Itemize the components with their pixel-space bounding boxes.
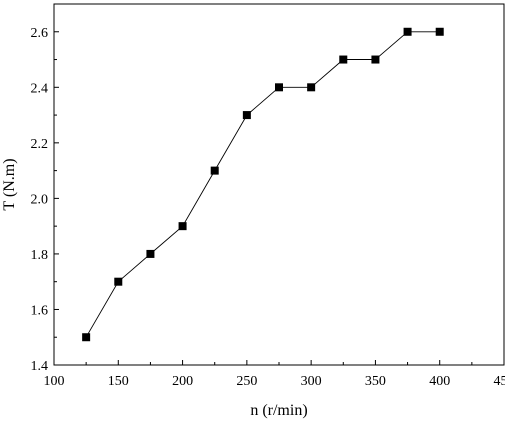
- data-point-marker: [211, 167, 219, 175]
- data-point-marker: [82, 333, 90, 341]
- series-line: [86, 32, 440, 337]
- y-tick-label: 1.8: [31, 248, 49, 263]
- x-tick-label: 350: [365, 374, 386, 389]
- data-point-marker: [243, 111, 251, 119]
- data-point-marker: [114, 278, 122, 286]
- y-axis-title: T (N.m): [1, 158, 18, 210]
- plot-frame: [54, 4, 504, 365]
- x-tick-label: 250: [236, 374, 257, 389]
- x-tick-label: 400: [429, 374, 450, 389]
- x-tick-label: 450: [494, 374, 505, 389]
- x-tick-label: 300: [301, 374, 322, 389]
- data-point-marker: [307, 83, 315, 91]
- series-markers: [82, 28, 444, 341]
- data-point-marker: [371, 56, 379, 64]
- data-point-marker: [146, 250, 154, 258]
- y-tick-label: 2.4: [31, 81, 49, 96]
- y-tick-label: 2.0: [31, 192, 49, 207]
- y-tick-label: 1.4: [31, 359, 49, 374]
- x-tick-label: 150: [108, 374, 129, 389]
- data-point-marker: [179, 222, 187, 230]
- data-point-marker: [339, 56, 347, 64]
- data-point-marker: [436, 28, 444, 36]
- data-point-marker: [275, 83, 283, 91]
- y-tick-label: 2.2: [31, 137, 49, 152]
- data-point-marker: [404, 28, 412, 36]
- x-axis-title: n (r/min): [250, 402, 307, 419]
- x-tick-label: 100: [44, 374, 65, 389]
- y-tick-label: 1.6: [31, 303, 49, 318]
- y-tick-label: 2.6: [31, 26, 49, 41]
- x-tick-label: 200: [172, 374, 193, 389]
- x-axis-ticks: 100 150 200 250 300 350 400 450: [44, 360, 505, 389]
- y-axis-ticks: 1.4 1.6 1.8 2.0 2.2 2.4 2.6: [31, 26, 60, 374]
